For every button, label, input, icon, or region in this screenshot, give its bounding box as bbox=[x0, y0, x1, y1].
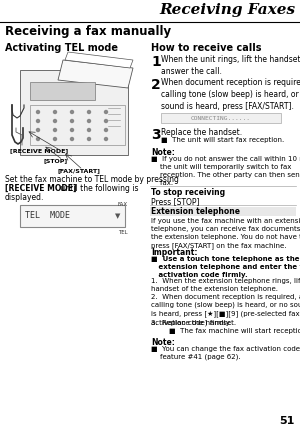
Text: Receiving a fax manually: Receiving a fax manually bbox=[5, 25, 171, 38]
Text: Extension telephone: Extension telephone bbox=[151, 207, 240, 216]
Text: 1: 1 bbox=[151, 55, 161, 69]
Circle shape bbox=[70, 120, 74, 123]
Text: [RECEIVE MODE]: [RECEIVE MODE] bbox=[10, 148, 68, 153]
Text: 1.  When the extension telephone rings, lift the
handset of the extension teleph: 1. When the extension telephone rings, l… bbox=[151, 278, 300, 292]
Text: To stop receiving: To stop receiving bbox=[151, 188, 225, 197]
Text: ■  The unit will start fax reception.: ■ The unit will start fax reception. bbox=[161, 137, 284, 143]
Circle shape bbox=[104, 111, 107, 114]
Bar bbox=[161, 113, 281, 123]
Bar bbox=[20, 205, 125, 227]
Text: If you use the fax machine with an extension
telephone, you can receive fax docu: If you use the fax machine with an exten… bbox=[151, 218, 300, 249]
Circle shape bbox=[70, 111, 74, 114]
Text: ■  If you do not answer the call within 10 rings,
    the unit will temporarily : ■ If you do not answer the call within 1… bbox=[151, 156, 300, 186]
Text: 2.  When document reception is required, a fax
calling tone (slow beep) is heard: 2. When document reception is required, … bbox=[151, 294, 300, 326]
Text: How to receive calls: How to receive calls bbox=[151, 43, 262, 53]
Text: Activating TEL mode: Activating TEL mode bbox=[5, 43, 118, 53]
Text: Receiving Faxes: Receiving Faxes bbox=[159, 3, 295, 17]
Text: 2: 2 bbox=[151, 78, 161, 92]
Text: Replace the handset.: Replace the handset. bbox=[161, 128, 242, 137]
Text: ■  You can change the fax activation code in
    feature #41 (page 62).: ■ You can change the fax activation code… bbox=[151, 346, 300, 360]
Circle shape bbox=[37, 111, 40, 114]
Text: 51: 51 bbox=[280, 416, 295, 424]
Circle shape bbox=[53, 137, 56, 140]
Text: FAX: FAX bbox=[118, 202, 128, 207]
Text: displayed.: displayed. bbox=[5, 193, 44, 202]
Text: ■  Use a touch tone telephone as the
   extension telephone and enter the fax
  : ■ Use a touch tone telephone as the exte… bbox=[151, 256, 300, 278]
Circle shape bbox=[37, 128, 40, 131]
Bar bbox=[150, 207, 296, 216]
Circle shape bbox=[104, 128, 107, 131]
Circle shape bbox=[104, 137, 107, 140]
Text: until the following is: until the following is bbox=[58, 184, 139, 193]
Text: [FAX/START]: [FAX/START] bbox=[58, 168, 101, 173]
Text: When the unit rings, lift the handset to
answer the call.: When the unit rings, lift the handset to… bbox=[161, 55, 300, 76]
Bar bbox=[30, 82, 95, 100]
Text: Set the fax machine to TEL mode by pressing: Set the fax machine to TEL mode by press… bbox=[5, 175, 179, 184]
Circle shape bbox=[37, 137, 40, 140]
Circle shape bbox=[70, 137, 74, 140]
Circle shape bbox=[37, 120, 40, 123]
Text: TEL  MODE: TEL MODE bbox=[25, 212, 70, 220]
Text: ▼: ▼ bbox=[115, 213, 121, 219]
Bar bbox=[20, 70, 128, 155]
Text: When document reception is required, a fax
calling tone (slow beep) is heard, or: When document reception is required, a f… bbox=[161, 78, 300, 111]
Polygon shape bbox=[58, 60, 133, 88]
Bar bbox=[30, 105, 125, 145]
Text: [STOP]: [STOP] bbox=[43, 158, 67, 163]
Text: TEL: TEL bbox=[118, 230, 128, 235]
Text: Important:: Important: bbox=[151, 248, 197, 257]
Circle shape bbox=[88, 111, 91, 114]
Text: CONNECTING......: CONNECTING...... bbox=[191, 115, 251, 120]
Circle shape bbox=[88, 137, 91, 140]
Circle shape bbox=[88, 120, 91, 123]
Text: Note:: Note: bbox=[151, 338, 175, 347]
Text: 3.  Replace the handset.: 3. Replace the handset. bbox=[151, 320, 236, 326]
Circle shape bbox=[53, 120, 56, 123]
Text: ■  The fax machine will start reception.: ■ The fax machine will start reception. bbox=[151, 328, 300, 334]
Circle shape bbox=[53, 128, 56, 131]
Polygon shape bbox=[65, 52, 133, 68]
Circle shape bbox=[104, 120, 107, 123]
Text: [RECEIVE MODE]: [RECEIVE MODE] bbox=[5, 184, 76, 193]
Circle shape bbox=[88, 128, 91, 131]
Circle shape bbox=[53, 111, 56, 114]
Text: Note:: Note: bbox=[151, 148, 175, 157]
Circle shape bbox=[70, 128, 74, 131]
Text: Press [STOP]: Press [STOP] bbox=[151, 197, 200, 206]
Text: 3: 3 bbox=[151, 128, 160, 142]
